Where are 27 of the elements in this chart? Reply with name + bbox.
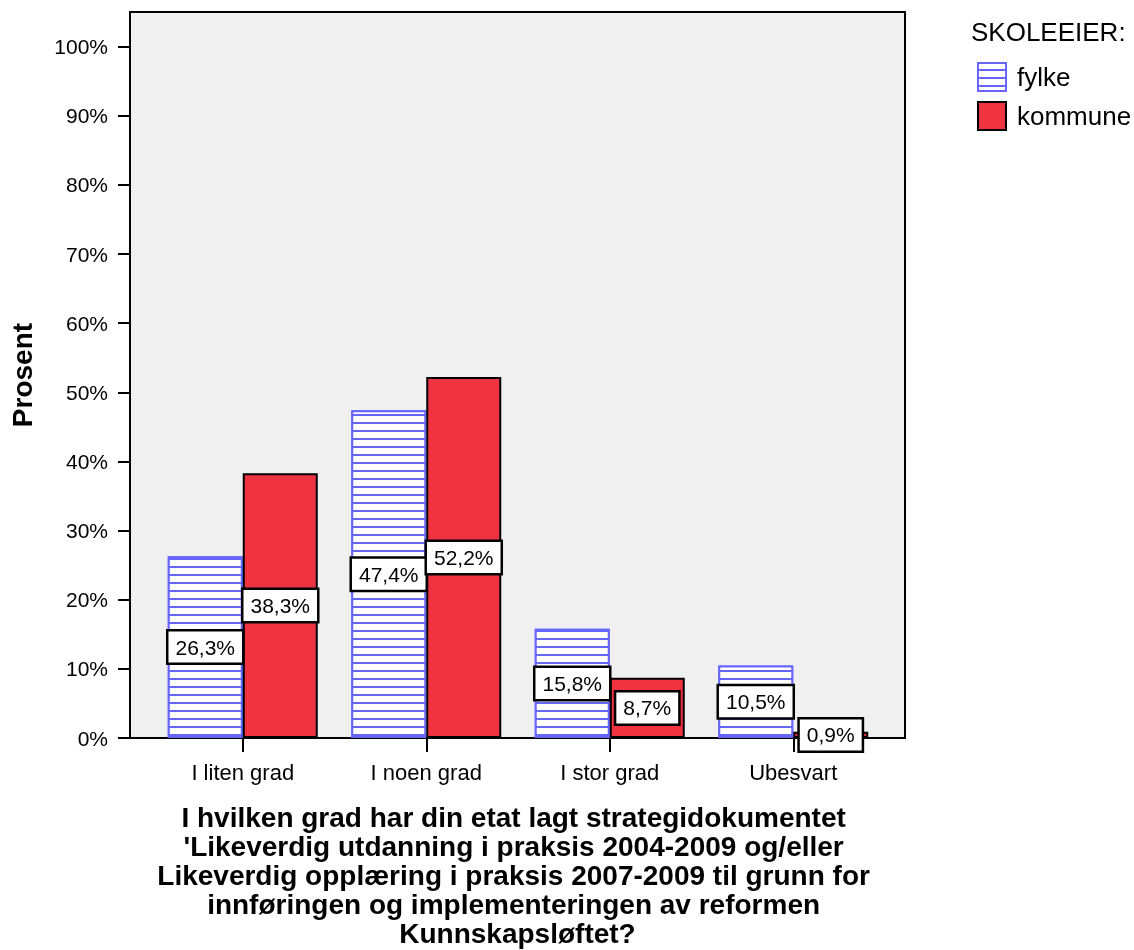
- y-tick-label: 80%: [65, 173, 108, 197]
- legend-label: fylke: [1017, 62, 1071, 92]
- y-tick-label: 50%: [65, 380, 108, 404]
- data-label: 15,8%: [542, 671, 603, 695]
- x-axis-title: I hvilken grad har din etat lagt strategidokumentet 'Likeverdig utdanning i praksis 2004-2009 og/eller Likeverdig opplæring i praksis 2007-2009 til grunn for innføringen og implementeringen av reformen Kunnskapsløftet?: [157, 802, 878, 949]
- y-tick-label: 100%: [54, 35, 108, 59]
- x-tick-label: I liten grad: [191, 759, 295, 785]
- y-axis-title: Prosent: [6, 322, 38, 428]
- y-tick-label: 70%: [65, 242, 108, 266]
- y-tick-label: 30%: [65, 519, 108, 543]
- y-tick-label: 20%: [65, 588, 108, 612]
- data-label: 38,3%: [250, 594, 311, 618]
- y-tick-label: 90%: [65, 104, 108, 128]
- data-label: 10,5%: [725, 690, 786, 714]
- y-tick-label: 60%: [65, 311, 108, 335]
- data-label: 52,2%: [433, 546, 494, 570]
- legend-title: SKOLEEIER:: [971, 17, 1126, 47]
- data-label: 47,4%: [358, 562, 419, 586]
- y-tick-label: 40%: [65, 449, 108, 473]
- x-tick-label: I stor grad: [560, 759, 660, 785]
- x-tick-label: Ubesvart: [749, 759, 838, 785]
- x-tick-label: I noen grad: [370, 759, 482, 785]
- y-tick-label: 10%: [65, 657, 108, 681]
- data-label: 8,7%: [623, 696, 672, 720]
- y-tick-label: 0%: [77, 726, 108, 750]
- data-label: 26,3%: [175, 635, 236, 659]
- legend-label: kommune: [1017, 101, 1132, 131]
